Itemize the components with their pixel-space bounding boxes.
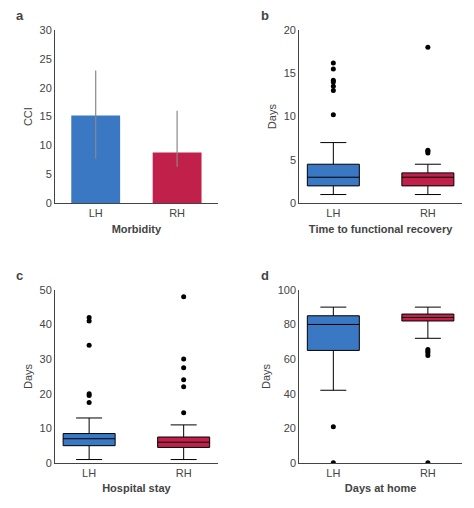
svg-text:Days at home: Days at home (345, 482, 417, 494)
svg-text:30: 30 (40, 353, 52, 365)
svg-text:40: 40 (40, 318, 52, 330)
svg-text:0: 0 (290, 197, 296, 209)
svg-text:30: 30 (40, 24, 52, 36)
svg-text:Days: Days (260, 363, 272, 389)
svg-text:LH: LH (89, 207, 103, 219)
svg-text:0: 0 (46, 197, 52, 209)
svg-text:100: 100 (278, 284, 296, 296)
svg-text:Days: Days (266, 104, 278, 130)
svg-text:LH: LH (326, 207, 340, 219)
svg-text:10: 10 (40, 422, 52, 434)
svg-text:15: 15 (40, 110, 52, 122)
svg-text:LH: LH (82, 467, 96, 479)
svg-text:RH: RH (169, 207, 185, 219)
svg-text:0: 0 (290, 457, 296, 469)
svg-text:Days: Days (22, 363, 34, 389)
svg-text:Morbidity: Morbidity (112, 223, 162, 235)
svg-text:RH: RH (420, 467, 436, 479)
svg-text:10: 10 (284, 110, 296, 122)
svg-text:5: 5 (46, 168, 52, 180)
svg-text:20: 20 (40, 82, 52, 94)
svg-text:b: b (261, 8, 269, 23)
svg-text:0: 0 (46, 457, 52, 469)
svg-text:15: 15 (284, 67, 296, 79)
svg-text:50: 50 (40, 284, 52, 296)
svg-text:20: 20 (284, 24, 296, 36)
svg-text:d: d (261, 268, 269, 283)
svg-text:RH: RH (176, 467, 192, 479)
svg-text:40: 40 (284, 388, 296, 400)
svg-text:25: 25 (40, 53, 52, 65)
svg-text:20: 20 (284, 422, 296, 434)
svg-text:RH: RH (420, 207, 436, 219)
svg-text:c: c (16, 268, 23, 283)
svg-text:Hospital stay: Hospital stay (102, 482, 171, 494)
svg-text:60: 60 (284, 353, 296, 365)
svg-text:Time to functional recovery: Time to functional recovery (309, 223, 453, 235)
svg-text:10: 10 (40, 139, 52, 151)
svg-text:a: a (16, 8, 24, 23)
svg-text:5: 5 (290, 154, 296, 166)
svg-text:20: 20 (40, 388, 52, 400)
svg-text:80: 80 (284, 318, 296, 330)
svg-text:LH: LH (326, 467, 340, 479)
svg-text:CCI: CCI (22, 107, 34, 126)
